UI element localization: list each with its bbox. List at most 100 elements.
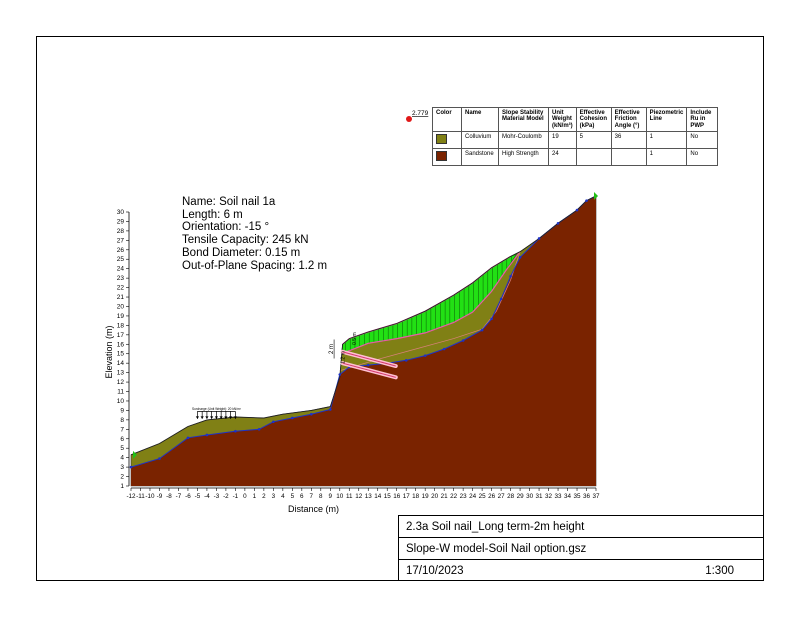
bedrock-node — [257, 428, 261, 431]
y-tick-label: 18 — [117, 322, 125, 329]
bedrock-node — [310, 412, 313, 416]
soil-nail-core — [342, 351, 396, 367]
bedrock-node — [509, 274, 512, 278]
nail-tensile-capacity: Tensile Capacity: 245 kN — [182, 234, 309, 247]
x-tick-label: -10 — [145, 493, 155, 500]
y-tick-label: 19 — [117, 313, 125, 320]
x-tick-label: 32 — [545, 493, 553, 500]
surcharge-arrowhead — [219, 416, 223, 419]
slip-surface-outer — [339, 251, 521, 372]
x-tick-label: 34 — [564, 493, 572, 500]
x-tick-label: 15 — [384, 493, 392, 500]
x-tick-label: 14 — [374, 493, 382, 500]
nail-orientation: Orientation: -15 ° — [182, 221, 270, 234]
x-tick-label: 31 — [536, 493, 544, 500]
dimension-2m: 2 m — [329, 344, 335, 354]
bedrock-node — [461, 339, 465, 342]
surcharge-arrowhead — [210, 416, 214, 419]
x-tick-label: 29 — [517, 493, 525, 500]
legend-header-friction: Effective Friction Angle (°) — [610, 107, 647, 132]
x-tick-label: 6 — [300, 493, 304, 500]
x-tick-label: 30 — [526, 493, 534, 500]
bedrock-node — [186, 436, 190, 440]
file-name: Slope-W model-Soil Nail option.gsz — [406, 543, 587, 555]
title-block-project: 2.3a Soil nail_Long term-2m height — [399, 516, 764, 538]
y-tick-label: 9 — [120, 407, 124, 414]
legend-cell-name: Colluvium — [461, 130, 499, 150]
x-tick-label: 20 — [431, 493, 439, 500]
x-tick-label: -6 — [185, 493, 191, 500]
x-tick-label: 9 — [329, 493, 333, 500]
project-title: 2.3a Soil nail_Long term-2m height — [406, 521, 585, 533]
y-tick-label: 27 — [117, 237, 125, 244]
x-tick-label: -3 — [214, 493, 220, 500]
soil-nail-info: Name: Soil nail 1a Length: 6 m Orientati… — [182, 196, 327, 272]
x-tick-label: 33 — [555, 493, 563, 500]
dimension-0-5m: 0.5 m — [352, 332, 358, 345]
y-tick-label: 26 — [117, 247, 125, 254]
surcharge-arrowhead — [229, 416, 233, 419]
legend-header-ru: Include Ru in PWP — [686, 107, 719, 132]
y-tick-label: 5 — [120, 445, 124, 452]
legend-cell-piezo: 1 — [645, 148, 688, 167]
y-tick-label: 30 — [117, 209, 125, 216]
x-tick-label: 21 — [441, 493, 449, 500]
x-tick-label: 28 — [507, 493, 515, 500]
soil-nail-core — [342, 362, 396, 378]
y-tick-label: 24 — [117, 266, 125, 273]
x-tick-label: 4 — [281, 493, 285, 500]
y-tick-label: 8 — [120, 417, 124, 424]
x-tick-label: 12 — [355, 493, 363, 500]
y-tick-label: 17 — [117, 332, 125, 339]
x-tick-label: 36 — [583, 493, 591, 500]
date: 17/10/2023 — [406, 565, 464, 577]
x-tick-label: -4 — [204, 493, 210, 500]
x-tick-label: 25 — [479, 493, 487, 500]
legend-cell-cohesion: 5 — [575, 130, 612, 150]
x-tick-label: -8 — [166, 493, 172, 500]
material-legend: Color Name Slope Stability Material Mode… — [432, 107, 719, 167]
x-tick-label: -7 — [176, 493, 182, 500]
legend-cell-friction: 36 — [610, 130, 647, 150]
surcharge-arrowhead — [195, 416, 200, 419]
y-tick-label: 22 — [117, 285, 125, 292]
legend-header-unit-weight: Unit Weight (kN/m³) — [548, 107, 577, 132]
legend-cell-name: Sandstone — [461, 148, 499, 167]
bedrock-node — [234, 429, 237, 433]
surcharge-arrowhead — [200, 416, 204, 419]
y-tick-label: 11 — [117, 389, 124, 396]
x-tick-label: -9 — [157, 493, 163, 500]
x-tick-label: 16 — [393, 493, 401, 500]
y-tick-label: 29 — [117, 218, 125, 225]
x-tick-label: 13 — [365, 493, 373, 500]
bedrock-node — [338, 373, 342, 376]
y-tick-label: 6 — [120, 436, 124, 443]
x-tick-label: 1 — [253, 493, 257, 500]
factor-of-safety: 2.779 — [412, 110, 429, 117]
scale: 1:300 — [705, 565, 734, 577]
y-tick-label: 1 — [120, 483, 124, 490]
y-tick-label: 25 — [117, 256, 125, 263]
y-tick-label: 15 — [117, 351, 125, 358]
x-tick-label: 22 — [450, 493, 458, 500]
y-tick-label: 12 — [117, 379, 125, 386]
piezometric-marker-right — [594, 191, 598, 200]
x-tick-label: 2 — [262, 493, 266, 500]
y-tick-label: 7 — [120, 426, 124, 433]
legend-row-colluvium: Colluvium Mohr-Coulomb 19 5 36 1 No — [432, 130, 719, 150]
legend-header-name: Name — [461, 107, 499, 132]
sandstone-region — [131, 195, 596, 486]
y-tick-label: 13 — [117, 370, 125, 377]
bedrock-node — [366, 363, 370, 367]
bedrock-node — [205, 433, 209, 437]
x-tick-label: 19 — [422, 493, 430, 500]
nail-name: Name: Soil nail 1a — [182, 196, 276, 208]
sandstone-swatch — [436, 151, 447, 162]
legend-cell-unit-weight: 24 — [548, 148, 577, 167]
legend-cell-model: Mohr-Coulomb — [498, 130, 549, 150]
x-tick-label: 24 — [469, 493, 477, 500]
bedrock-node — [158, 457, 161, 460]
drawing-frame — [36, 36, 764, 581]
legend-cell-model: High Strength — [498, 148, 549, 167]
